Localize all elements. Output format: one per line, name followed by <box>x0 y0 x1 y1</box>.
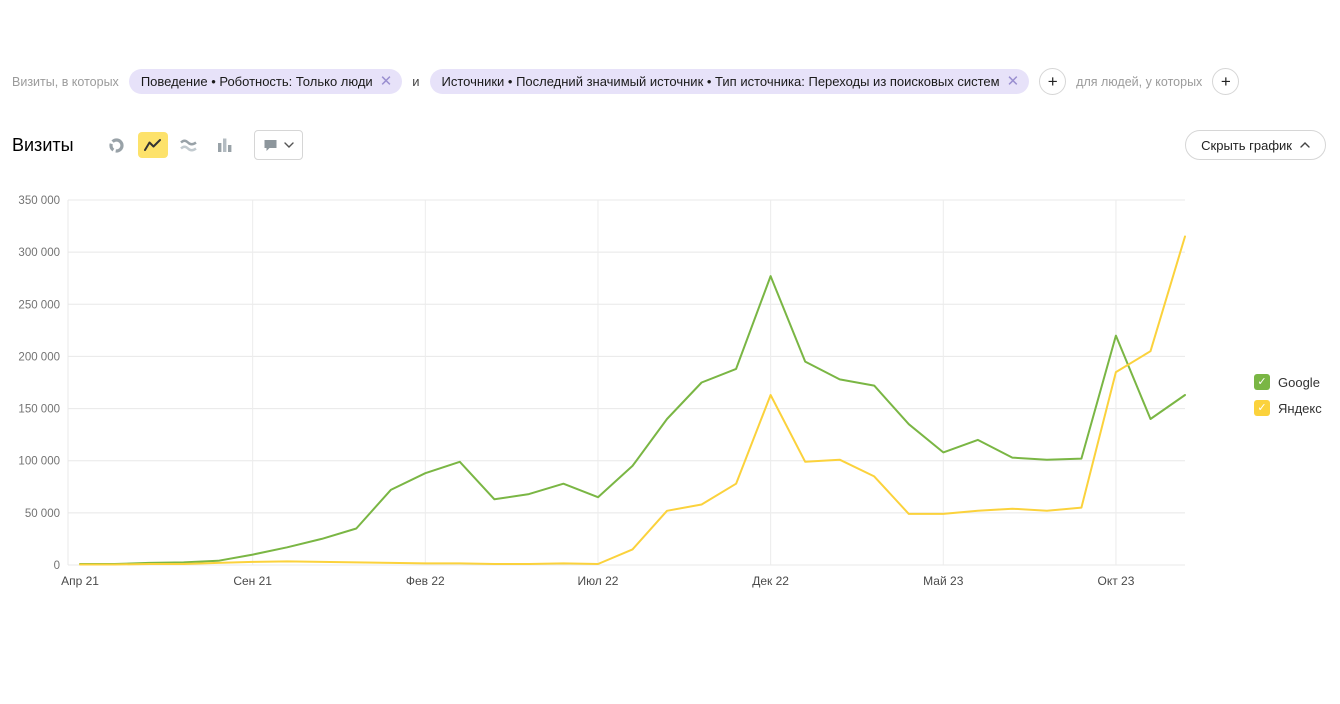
svg-text:Дек 22: Дек 22 <box>752 574 789 588</box>
metric-title: Визиты <box>12 134 74 155</box>
filter-people-label: для людей, у которых <box>1076 74 1203 89</box>
add-people-filter-button[interactable]: + <box>1212 68 1240 95</box>
legend-label-yandex: Яндекс <box>1278 400 1322 416</box>
close-icon[interactable]: ✕ <box>379 73 393 90</box>
checkbox-checked-icon[interactable]: ✓ <box>1254 374 1270 390</box>
comment-icon <box>263 138 278 152</box>
svg-text:Апр 21: Апр 21 <box>61 574 99 588</box>
filter-chip-behavior-label: Поведение • Роботность: Только люди <box>140 74 373 89</box>
legend-label-google: Google <box>1278 374 1320 390</box>
visits-line-chart: 0 50 000 100 000 150 000 200 000 250 000 300 0… <box>18 195 1186 588</box>
checkbox-checked-icon[interactable]: ✓ <box>1254 400 1270 416</box>
filter-chip-source[interactable]: Источники • Последний значимый источник … <box>429 69 1030 94</box>
svg-text:0: 0 <box>54 560 60 572</box>
chevron-down-icon <box>283 142 294 148</box>
svg-text:100 000: 100 000 <box>18 456 60 468</box>
svg-text:50 000: 50 000 <box>25 508 60 520</box>
area-chart-icon[interactable] <box>174 132 204 158</box>
svg-text:Июл 22: Июл 22 <box>577 574 618 588</box>
filter-prefix-label: Визиты, в которых <box>12 74 119 89</box>
filter-chip-behavior[interactable]: Поведение • Роботность: Только люди ✕ <box>128 69 403 94</box>
svg-text:Фев 22: Фев 22 <box>406 574 445 588</box>
legend-item-yandex[interactable]: ✓ Яндекс <box>1254 400 1322 416</box>
visits-chart-area: 0 50 000 100 000 150 000 200 000 250 000 300 0… <box>0 190 1210 594</box>
svg-text:Окт 23: Окт 23 <box>1097 574 1134 588</box>
add-filter-button[interactable]: + <box>1039 68 1067 95</box>
annotations-dropdown[interactable] <box>253 130 303 160</box>
svg-text:300 000: 300 000 <box>18 247 60 259</box>
close-icon[interactable]: ✕ <box>1006 73 1020 90</box>
svg-text:150 000: 150 000 <box>18 404 60 416</box>
filter-chip-source-label: Источники • Последний значимый источник … <box>441 74 1000 89</box>
svg-text:350 000: 350 000 <box>18 195 60 207</box>
svg-text:Май 23: Май 23 <box>923 574 964 588</box>
segment-filter-bar: Визиты, в которых Поведение • Роботность… <box>12 68 1328 95</box>
svg-text:Сен 21: Сен 21 <box>233 574 272 588</box>
chart-type-switcher <box>102 132 240 158</box>
chart-toolbar: Визиты <box>12 128 1326 162</box>
svg-text:200 000: 200 000 <box>18 351 60 363</box>
svg-text:250 000: 250 000 <box>18 299 60 311</box>
hide-chart-button[interactable]: Скрыть график <box>1185 130 1326 160</box>
filter-conjunction: и <box>412 74 420 89</box>
hide-chart-label: Скрыть график <box>1201 137 1292 153</box>
pie-chart-icon[interactable] <box>102 132 132 158</box>
bar-chart-icon[interactable] <box>210 132 240 158</box>
line-chart-icon[interactable] <box>137 132 168 158</box>
legend-item-google[interactable]: ✓ Google <box>1254 374 1322 390</box>
chart-legend: ✓ Google ✓ Яндекс <box>1254 374 1322 416</box>
chevron-up-icon <box>1300 142 1310 148</box>
